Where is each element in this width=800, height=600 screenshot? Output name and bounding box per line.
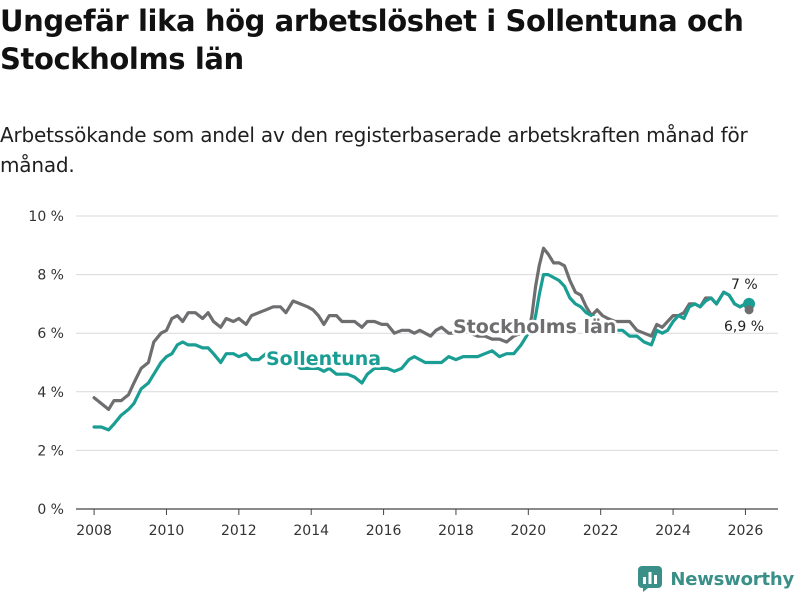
end-marker-stockholms-lan: [744, 305, 754, 315]
x-tick-label: 2012: [221, 523, 257, 539]
bar-chart-logo-icon: [638, 566, 663, 592]
y-tick-label: 6 %: [37, 326, 64, 342]
y-tick-label: 0 %: [37, 502, 64, 518]
series-label-stockholms-lan: Stockholms län: [453, 316, 616, 338]
x-tick-label: 2024: [655, 523, 691, 539]
x-tick-label: 2020: [510, 523, 546, 539]
brand-name: Newsworthy: [670, 568, 794, 590]
gridlines: [76, 215, 778, 515]
series-line-stockholms-län: [92, 246, 751, 411]
series-line-sollentuna: [92, 273, 751, 432]
chart-labels: 0 % 2 % 4 % 6 % 8 % 10 % 2008 2010 2012 2014 2016 2…: [28, 209, 764, 539]
x-tick-label: 2014: [293, 523, 329, 539]
series-lines: [92, 246, 756, 432]
end-value-label-stockholms-lan: 6,9 %: [724, 319, 764, 335]
y-tick-label: 4 %: [37, 385, 64, 401]
series-label-sollentuna: Sollentuna: [266, 348, 381, 370]
x-tick-label: 2016: [366, 523, 402, 539]
x-tick-label: 2022: [583, 523, 619, 539]
end-value-label-sollentuna: 7 %: [731, 277, 758, 293]
y-tick-label: 10 %: [28, 209, 64, 225]
x-tick-label: 2018: [438, 523, 474, 539]
x-tick-label: 2010: [149, 523, 185, 539]
chart-subtitle: Arbetssökande som andel av den registerb…: [0, 123, 748, 177]
chart-title: Ungefär lika hög arbetslöshet i Sollentu…: [0, 4, 744, 76]
x-tick-label: 2008: [76, 523, 112, 539]
y-tick-label: 8 %: [37, 268, 64, 284]
x-tick-label: 2026: [728, 523, 764, 539]
y-tick-label: 2 %: [37, 443, 64, 459]
newsworthy-brand: Newsworthy: [638, 566, 794, 592]
